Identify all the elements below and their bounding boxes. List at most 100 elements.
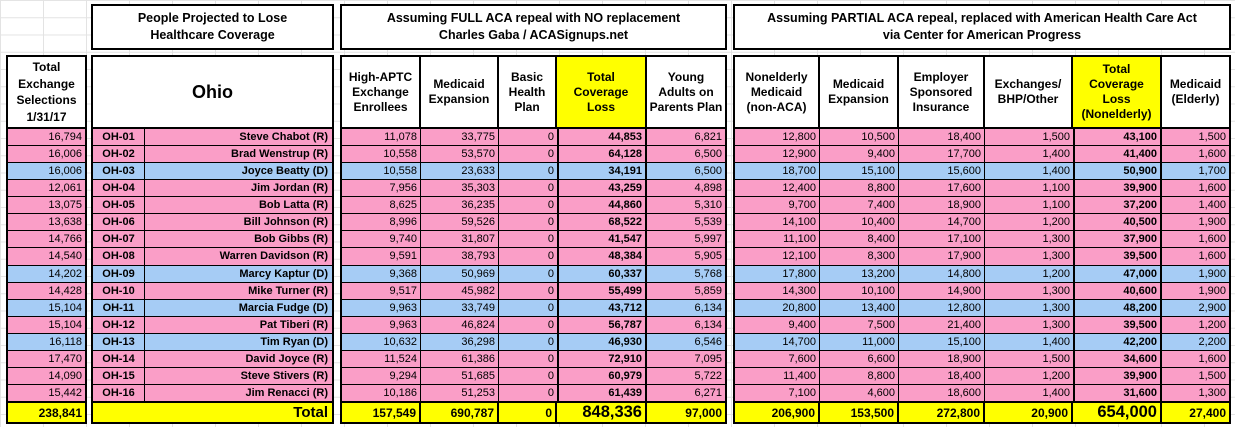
table-row: 12,800 10,500 18,400 1,500 43,100 1,500 xyxy=(735,129,1229,147)
partial-repeal-cell: 9,400 xyxy=(735,316,820,333)
exchange-header-line: Selections xyxy=(16,93,77,107)
partial-repeal-rows: 12,800 10,500 18,400 1,500 43,100 1,500 12,900… xyxy=(735,129,1229,401)
partial-repeal-column-headers: Nonelderly Medicaid (non-ACA) Medicaid E… xyxy=(735,57,1229,129)
exchange-header-line: Total xyxy=(32,60,61,74)
representative-cell: Tim Ryan (D) xyxy=(260,335,328,348)
table-row: 16,794 xyxy=(8,129,85,147)
partial-repeal-cell: 1,600 xyxy=(1198,250,1226,263)
table-row: 14,100 10,400 14,700 1,200 40,500 1,900 xyxy=(735,214,1229,232)
table-row: 10,558 53,570 0 64,128 6,500 xyxy=(342,146,725,164)
table-row: 9,963 46,824 0 56,787 6,134 xyxy=(342,316,725,334)
full-repeal-cell: 72,910 xyxy=(557,350,647,367)
partial-repeal-cell: 18,900 xyxy=(899,197,985,214)
total-cell: 206,900 xyxy=(735,403,820,422)
partial-repeal-cell: 14,800 xyxy=(899,265,985,282)
full-repeal-cell: 7,956 xyxy=(342,180,421,197)
partial-repeal-cell: 18,600 xyxy=(899,384,985,401)
table-row: OH-04 Jim Jordan (R) xyxy=(93,180,332,198)
table-row: 9,368 50,969 0 60,337 5,768 xyxy=(342,265,725,283)
representative-cell: Brad Wenstrup (R) xyxy=(231,148,328,161)
full-repeal-cell: 9,294 xyxy=(342,367,421,384)
full-repeal-cell: 60,337 xyxy=(557,265,647,282)
full-repeal-cell: 0 xyxy=(547,318,554,331)
partial-repeal-cell: 15,600 xyxy=(899,163,985,180)
total-label-cell: Total xyxy=(293,404,328,421)
table-row: 11,400 8,800 18,400 1,200 39,900 1,500 xyxy=(735,367,1229,385)
partial-repeal-cell: 15,100 xyxy=(820,163,899,180)
partial-repeal-cell: 40,600 xyxy=(1073,282,1162,299)
full-repeal-cell: 9,963 xyxy=(342,299,421,316)
full-repeal-cell: 36,235 xyxy=(421,197,499,214)
partial-repeal-cell: 8,800 xyxy=(820,180,899,197)
full-repeal-cell: 33,775 xyxy=(421,129,499,146)
full-repeal-cell: 0 xyxy=(547,335,554,348)
exchange-selections-cell: 13,638 xyxy=(48,216,82,229)
full-repeal-cell: 0 xyxy=(547,216,554,229)
partial-repeal-section: Nonelderly Medicaid (non-ACA) Medicaid E… xyxy=(733,55,1231,424)
full-repeal-cell: 0 xyxy=(547,284,554,297)
full-repeal-cell: 6,271 xyxy=(694,386,722,399)
district-cell: OH-08 xyxy=(93,248,145,265)
full-repeal-cell: 9,591 xyxy=(342,248,421,265)
partial-repeal-cell: 1,100 xyxy=(1042,182,1070,195)
partial-repeal-cell: 1,300 xyxy=(1198,386,1226,399)
column-header-total-coverage-loss-nonelderly: Total Coverage Loss (Nonelderly) xyxy=(1073,57,1162,127)
exchange-selections-cell: 16,794 xyxy=(48,131,82,144)
full-repeal-cell: 68,522 xyxy=(557,214,647,231)
partial-repeal-cell: 18,400 xyxy=(899,129,985,146)
partial-repeal-title: Assuming PARTIAL ACA repeal, replaced wi… xyxy=(733,4,1231,50)
full-repeal-cell: 44,853 xyxy=(557,129,647,146)
column-header-basic-health-plan: Basic Health Plan xyxy=(499,57,557,127)
table-row: 15,104 xyxy=(8,316,85,334)
exchange-header-line: Exchange xyxy=(18,76,75,91)
partial-repeal-cell: 18,900 xyxy=(899,350,985,367)
total-cell: 0 xyxy=(499,403,557,422)
partial-repeal-cell: 8,300 xyxy=(820,248,899,265)
partial-repeal-cell: 14,900 xyxy=(899,282,985,299)
full-repeal-cell: 9,963 xyxy=(342,316,421,333)
exchange-selections-header: Total Exchange Selections 1/31/17 xyxy=(8,57,85,129)
table-row: 12,100 8,300 17,900 1,300 39,500 1,600 xyxy=(735,248,1229,266)
full-repeal-cell: 6,500 xyxy=(694,148,722,161)
table-row: 7,100 4,600 18,600 1,400 31,600 1,300 xyxy=(735,384,1229,401)
full-repeal-cell: 0 xyxy=(547,148,554,161)
table-row: OH-08 Warren Davidson (R) xyxy=(93,248,332,266)
table-row: 7,956 35,303 0 43,259 4,898 xyxy=(342,180,725,198)
table-row: 16,006 xyxy=(8,146,85,164)
table-row: OH-14 David Joyce (R) xyxy=(93,350,332,368)
table-row: 9,294 51,685 0 60,979 5,722 xyxy=(342,367,725,385)
full-repeal-cell: 4,898 xyxy=(694,182,722,195)
table-row: 9,963 33,749 0 43,712 6,134 xyxy=(342,299,725,317)
district-cell: OH-06 xyxy=(93,214,145,231)
full-repeal-cell: 10,186 xyxy=(342,384,421,401)
partial-repeal-cell: 1,200 xyxy=(1042,216,1070,229)
exchange-selections-cell: 14,202 xyxy=(48,267,82,280)
ohio-section-title-line2: Healthcare Coverage xyxy=(150,28,275,42)
representative-cell: Warren Davidson (R) xyxy=(219,250,328,263)
exchange-selections-cell: 16,118 xyxy=(49,335,82,348)
ohio-header: Ohio xyxy=(93,57,332,129)
exchange-selections-cell: 14,428 xyxy=(48,284,82,297)
partial-repeal-cell: 42,200 xyxy=(1073,333,1162,350)
partial-repeal-cell: 1,400 xyxy=(1042,148,1070,161)
table-row: 8,996 59,526 0 68,522 5,539 xyxy=(342,214,725,232)
full-repeal-cell: 6,500 xyxy=(694,165,722,178)
full-repeal-cell: 5,539 xyxy=(694,216,722,229)
partial-repeal-cell: 17,100 xyxy=(899,231,985,248)
table-row: 18,700 15,100 15,600 1,400 50,900 1,700 xyxy=(735,163,1229,181)
exchange-selections-rows: 16,794 16,006 16,006 12,061 13,075 13,638 14,7… xyxy=(8,129,85,401)
full-repeal-cell: 0 xyxy=(547,131,554,144)
full-repeal-cell: 50,969 xyxy=(421,265,499,282)
partial-repeal-cell: 18,400 xyxy=(899,367,985,384)
partial-repeal-cell: 1,500 xyxy=(1198,369,1226,382)
table-row: 14,090 xyxy=(8,367,85,385)
exchange-selections-cell: 12,061 xyxy=(48,182,82,195)
representative-cell: Bill Johnson (R) xyxy=(243,216,328,229)
partial-repeal-cell: 1,300 xyxy=(1042,233,1070,246)
full-repeal-cell: 10,558 xyxy=(342,146,421,163)
partial-repeal-cell: 17,900 xyxy=(899,248,985,265)
district-cell: OH-01 xyxy=(93,129,145,146)
partial-repeal-cell: 10,400 xyxy=(820,214,899,231)
full-repeal-cell: 6,821 xyxy=(694,131,722,144)
